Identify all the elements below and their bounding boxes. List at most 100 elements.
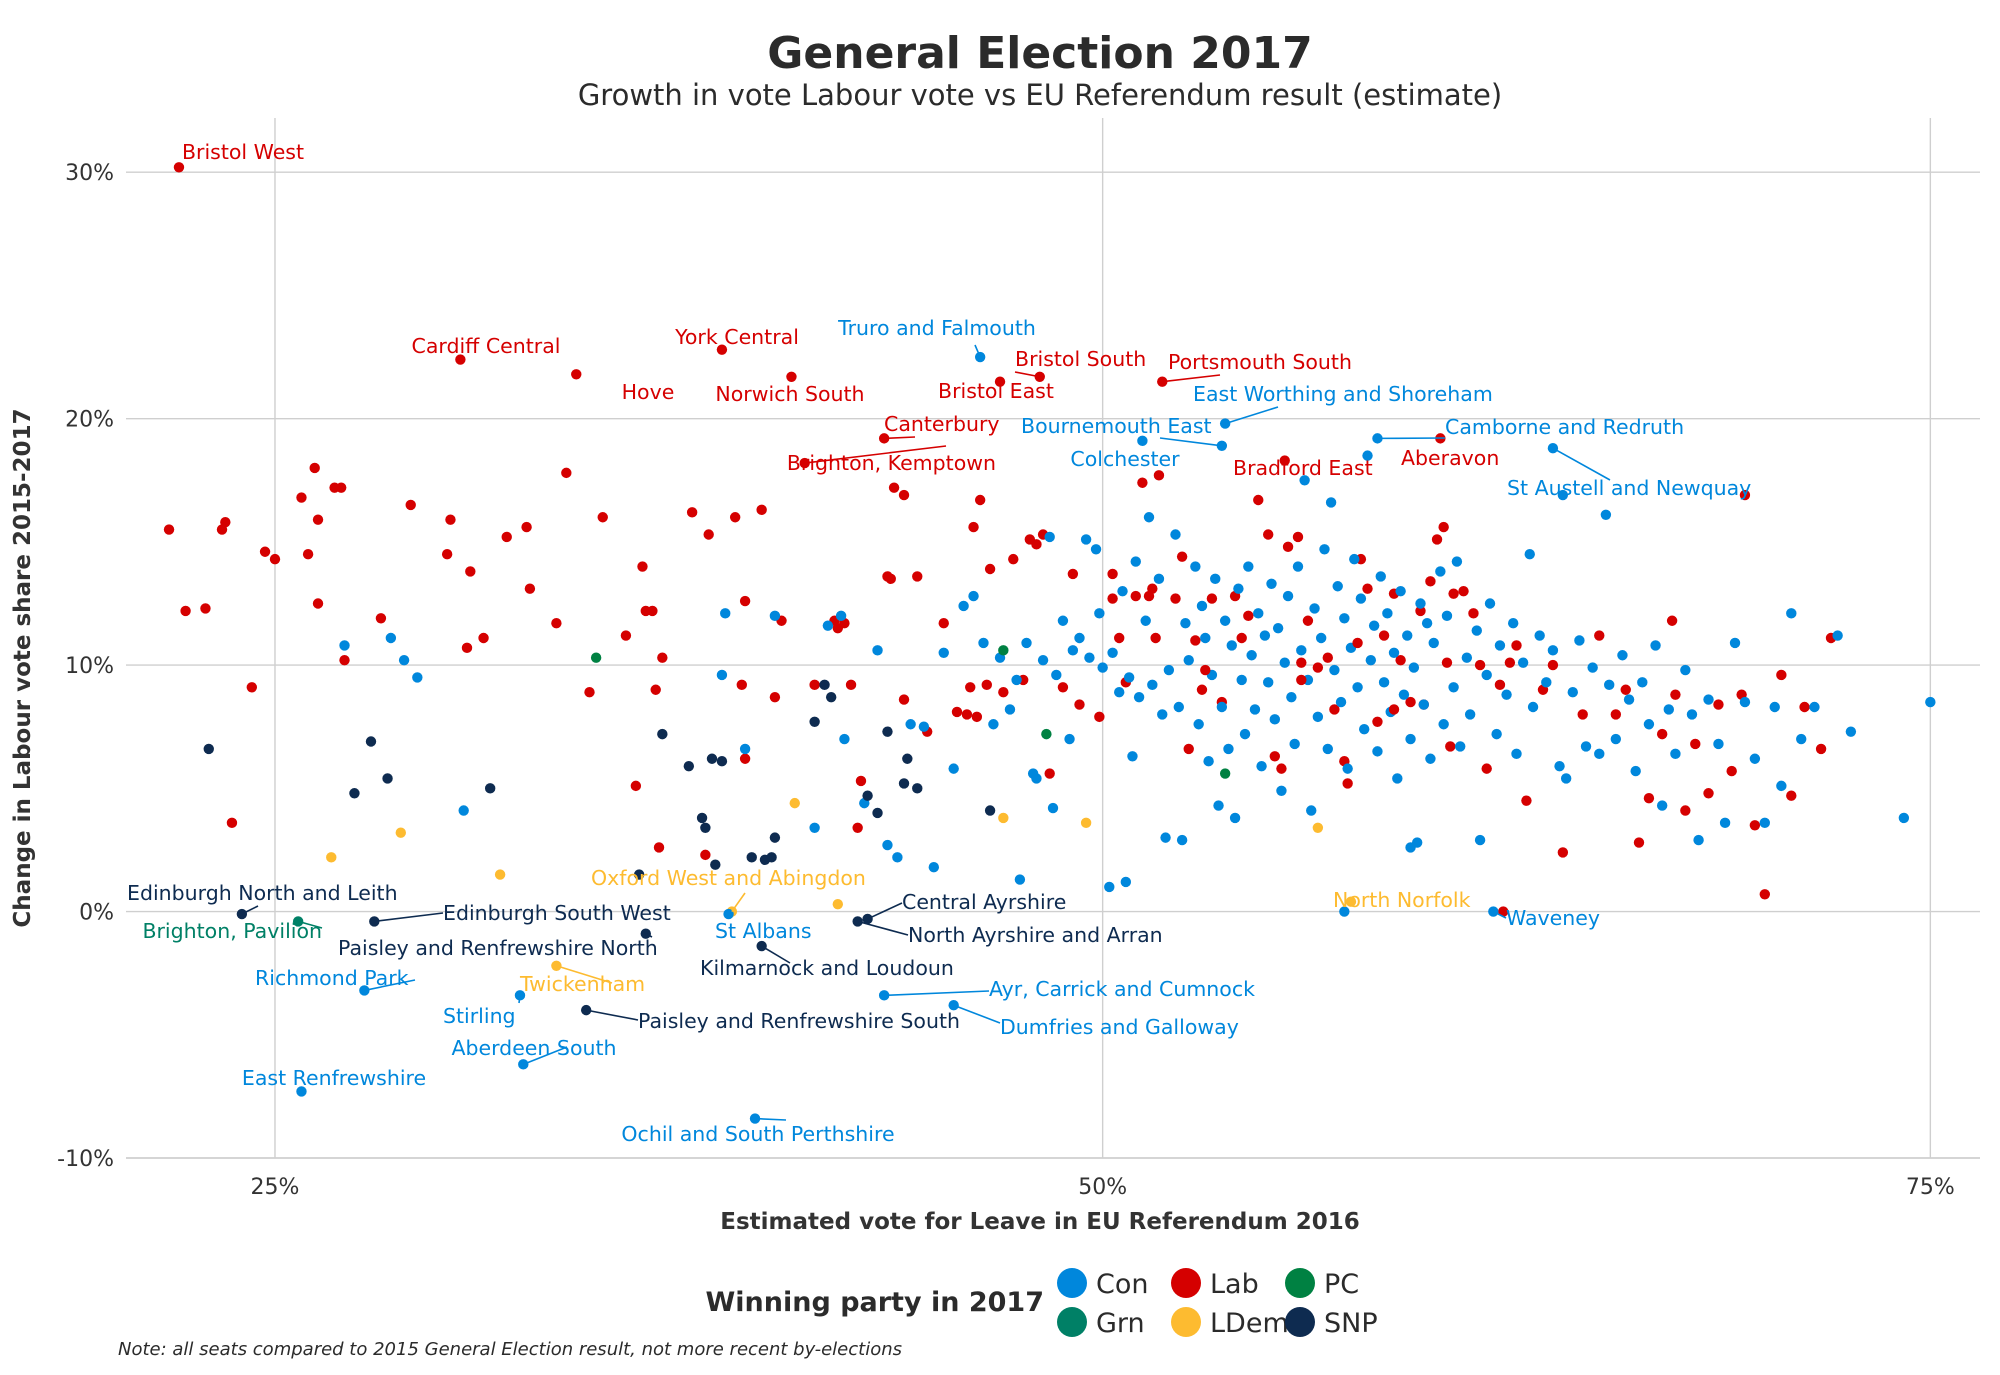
data-point	[1425, 576, 1436, 587]
data-point	[561, 467, 572, 479]
data-point	[309, 462, 320, 474]
data-point	[1372, 716, 1383, 727]
label-leader-bristol-south	[1014, 371, 1040, 378]
data-point	[1243, 610, 1254, 622]
data-point	[1898, 812, 1910, 824]
data-point	[1637, 677, 1648, 688]
data-point	[478, 632, 489, 644]
data-point	[855, 775, 867, 787]
data-point	[1481, 669, 1492, 681]
data-point	[1312, 662, 1324, 673]
label-brighton-kemptown: Brighton, Kemptown	[787, 451, 996, 475]
data-point	[729, 512, 741, 523]
data-point	[1170, 529, 1181, 540]
data-point	[1484, 598, 1496, 609]
label-cardiff-central: Cardiff Central	[412, 334, 561, 358]
data-point	[584, 687, 595, 698]
data-point	[1749, 753, 1761, 764]
data-point	[961, 709, 973, 720]
label-aberavon: Aberavon	[1401, 446, 1499, 470]
legend-swatch-lab	[1171, 1268, 1201, 1298]
data-point	[1153, 470, 1165, 481]
data-point	[1388, 647, 1400, 658]
data-point	[984, 805, 996, 816]
data-point	[551, 618, 562, 629]
data-point	[1491, 728, 1502, 740]
data-point	[1547, 659, 1559, 671]
data-point	[1074, 632, 1085, 644]
data-point	[1398, 689, 1410, 700]
data-point	[1474, 834, 1486, 846]
data-point	[1577, 709, 1588, 720]
data-point	[1643, 719, 1655, 730]
data-point	[852, 822, 863, 833]
data-point	[1498, 906, 1509, 917]
data-point	[1008, 553, 1019, 565]
data-point	[1282, 541, 1294, 553]
data-point	[1832, 630, 1843, 641]
data-point	[1362, 583, 1373, 594]
label-canterbury: Canterbury	[884, 412, 1000, 436]
data-point	[1693, 834, 1704, 846]
data-point	[637, 561, 648, 572]
data-point	[1037, 654, 1049, 666]
data-point	[968, 590, 979, 602]
data-point	[1203, 756, 1214, 767]
labelled-data-point	[359, 985, 370, 996]
labelled-data-point	[296, 1086, 307, 1097]
data-point	[1239, 728, 1251, 740]
data-point	[1557, 847, 1569, 858]
data-point	[1494, 640, 1506, 651]
label-leader-lines	[241, 344, 1611, 1121]
data-point	[1739, 696, 1751, 708]
data-point	[1617, 650, 1628, 661]
legend-swatch-pc	[1285, 1268, 1315, 1298]
data-point	[1494, 679, 1506, 691]
data-point	[1279, 657, 1290, 668]
data-point	[1004, 704, 1016, 715]
data-point	[1114, 687, 1125, 698]
label-stirling: Stirling	[443, 1004, 516, 1028]
data-point	[1147, 583, 1158, 594]
data-point	[872, 645, 883, 656]
label-leader-aberdeen-south	[522, 1046, 568, 1066]
data-point	[1448, 588, 1459, 599]
labelled-data-point	[369, 916, 380, 927]
data-point	[1690, 738, 1701, 750]
data-point	[1594, 630, 1605, 641]
data-point	[1074, 699, 1085, 710]
data-point	[1130, 590, 1141, 602]
legend-swatch-grn	[1057, 1307, 1087, 1337]
data-point	[1107, 647, 1118, 658]
data-point	[1438, 521, 1449, 533]
data-point	[398, 654, 410, 666]
data-point	[484, 783, 496, 794]
data-point	[1306, 805, 1317, 816]
data-point	[1405, 696, 1416, 708]
data-point	[1445, 741, 1456, 752]
data-point	[965, 682, 976, 693]
data-point	[700, 849, 711, 861]
data-point	[633, 869, 645, 880]
data-point	[1014, 874, 1026, 885]
data-point	[1080, 534, 1092, 545]
label-leader-ayr-carrick-and-cumnock	[884, 990, 990, 997]
label-east-renfrewshire: East Renfrewshire	[242, 1066, 426, 1090]
data-point	[1219, 615, 1231, 626]
data-point	[1557, 489, 1569, 501]
label-leader-oxford-west-and-abingdon	[731, 892, 746, 913]
label-waveney: Waveney	[1506, 906, 1600, 930]
data-point	[716, 669, 728, 681]
data-point	[302, 549, 314, 560]
data-point	[326, 852, 337, 863]
data-point	[647, 605, 658, 617]
data-point	[1229, 812, 1241, 824]
legend: Winning party in 2017 Con Grn Lab LDem PC SNP	[706, 1268, 1378, 1339]
data-point	[1196, 600, 1208, 612]
point-labels: Bristol West Cardiff Central York Central H…	[127, 140, 1751, 1146]
data-point	[1322, 743, 1333, 755]
axis-ticks: 25% 50% 75% -10% 0% 10% 20% 30%	[57, 161, 1955, 1200]
data-point	[1567, 687, 1578, 698]
chart-title: General Election 2017	[767, 28, 1312, 79]
